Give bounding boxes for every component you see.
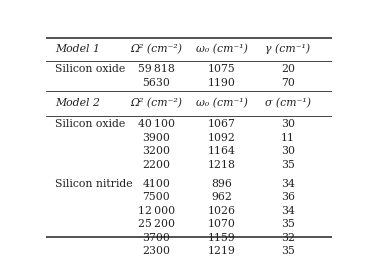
Text: 5630: 5630 xyxy=(142,78,170,88)
Text: Silicon oxide: Silicon oxide xyxy=(55,119,125,129)
Text: ω₀ (cm⁻¹): ω₀ (cm⁻¹) xyxy=(196,44,248,54)
Text: Model 1: Model 1 xyxy=(55,44,100,54)
Text: 36: 36 xyxy=(281,192,295,202)
Text: 1190: 1190 xyxy=(208,78,236,88)
Text: 34: 34 xyxy=(281,205,295,215)
Text: 3900: 3900 xyxy=(142,133,170,143)
Text: Silicon nitride: Silicon nitride xyxy=(55,178,132,188)
Text: 3200: 3200 xyxy=(142,146,170,156)
Text: 20: 20 xyxy=(281,65,295,75)
Text: 1070: 1070 xyxy=(208,219,236,229)
Text: 4100: 4100 xyxy=(142,178,170,188)
Text: 1164: 1164 xyxy=(208,146,236,156)
Text: 896: 896 xyxy=(211,178,232,188)
Text: σ (cm⁻¹): σ (cm⁻¹) xyxy=(265,98,311,108)
Text: 34: 34 xyxy=(281,178,295,188)
Text: 2300: 2300 xyxy=(142,246,170,256)
Text: 35: 35 xyxy=(281,160,295,170)
Text: 32: 32 xyxy=(281,232,295,243)
Text: 30: 30 xyxy=(281,119,295,129)
Text: 2200: 2200 xyxy=(142,160,170,170)
Text: ω₀ (cm⁻¹): ω₀ (cm⁻¹) xyxy=(196,98,248,108)
Text: 35: 35 xyxy=(281,219,295,229)
Text: 3700: 3700 xyxy=(142,232,170,243)
Text: 35: 35 xyxy=(281,246,295,256)
Text: 11: 11 xyxy=(281,133,295,143)
Text: 1075: 1075 xyxy=(208,65,236,75)
Text: 40 100: 40 100 xyxy=(138,119,175,129)
Text: Model 2: Model 2 xyxy=(55,98,100,108)
Text: 30: 30 xyxy=(281,146,295,156)
Text: 1026: 1026 xyxy=(208,205,236,215)
Text: 962: 962 xyxy=(211,192,232,202)
Text: 7500: 7500 xyxy=(142,192,170,202)
Text: 1219: 1219 xyxy=(208,246,236,256)
Text: 70: 70 xyxy=(281,78,295,88)
Text: Ω² (cm⁻²): Ω² (cm⁻²) xyxy=(130,98,182,108)
Text: 1067: 1067 xyxy=(208,119,236,129)
Text: γ (cm⁻¹): γ (cm⁻¹) xyxy=(265,44,310,54)
Text: 12 000: 12 000 xyxy=(138,205,175,215)
Text: Ω² (cm⁻²): Ω² (cm⁻²) xyxy=(130,44,182,54)
Text: 25 200: 25 200 xyxy=(138,219,175,229)
Text: 1159: 1159 xyxy=(208,232,236,243)
Text: 1218: 1218 xyxy=(208,160,236,170)
Text: Silicon oxide: Silicon oxide xyxy=(55,65,125,75)
Text: 59 818: 59 818 xyxy=(138,65,175,75)
Text: 1092: 1092 xyxy=(208,133,236,143)
